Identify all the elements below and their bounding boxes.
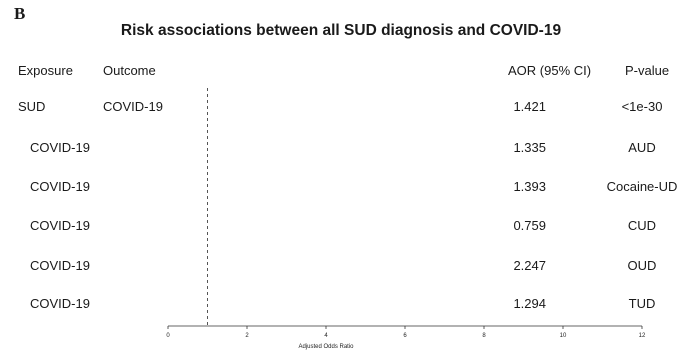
header-outcome: Outcome bbox=[103, 63, 156, 78]
chart-title: Risk associations between all SUD diagno… bbox=[120, 22, 562, 39]
row-exposure: COVID-19 bbox=[30, 258, 90, 273]
row-exposure: COVID-19 bbox=[30, 140, 90, 155]
row-aor: 1.335 bbox=[513, 140, 546, 155]
row-pvalue: AUD bbox=[628, 140, 656, 155]
x-tick-label: 8 bbox=[482, 333, 486, 339]
x-tick-label: 12 bbox=[639, 333, 646, 339]
panel-letter: B bbox=[14, 4, 26, 23]
x-tick-label: 2 bbox=[245, 333, 249, 339]
x-tick-label: 4 bbox=[324, 333, 328, 339]
header-exposure: Exposure bbox=[18, 63, 73, 78]
header-pvalue: P-value bbox=[625, 63, 670, 78]
row-exposure: COVID-19 bbox=[30, 296, 90, 311]
row-pvalue: TUD bbox=[628, 296, 656, 311]
x-tick-label: 10 bbox=[560, 333, 567, 339]
x-tick-label: 6 bbox=[403, 333, 407, 339]
header-aor: AOR (95% CI) bbox=[508, 63, 592, 78]
row-aor: 2.247 bbox=[513, 258, 546, 273]
row-aor: 1.393 bbox=[513, 179, 546, 194]
row-pvalue: Cocaine-UD bbox=[606, 179, 678, 194]
row-pvalue: <1e-30 bbox=[621, 99, 663, 114]
row-exposure: SUD bbox=[18, 99, 46, 114]
row-aor: 1.294 bbox=[513, 296, 546, 311]
row-exposure: COVID-19 bbox=[30, 179, 90, 194]
x-axis-title: Adjusted Odds Ratio bbox=[298, 344, 354, 350]
row-pvalue: CUD bbox=[627, 218, 657, 233]
row-aor: 1.421 bbox=[513, 99, 546, 114]
row-outcome: COVID-19 bbox=[103, 99, 163, 114]
row-pvalue: OUD bbox=[627, 258, 657, 273]
x-axis-ticks: 0 2 4 6 8 10 12 bbox=[166, 326, 646, 339]
x-tick-label: 0 bbox=[166, 333, 170, 339]
row-exposure: COVID-19 bbox=[30, 218, 90, 233]
row-aor: 0.759 bbox=[513, 218, 546, 233]
